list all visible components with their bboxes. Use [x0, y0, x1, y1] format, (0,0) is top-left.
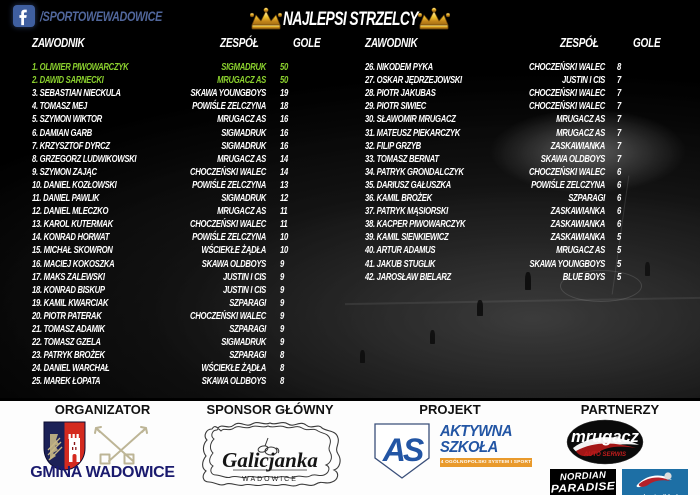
svg-text:mrugacz: mrugacz: [571, 428, 640, 446]
svg-text:AUTO SERWIS: AUTO SERWIS: [583, 452, 626, 458]
svg-text:AS: AS: [382, 432, 425, 468]
svg-text:WADOWICE: WADOWICE: [242, 476, 298, 483]
svg-text:Galicjanka: Galicjanka: [222, 448, 318, 472]
